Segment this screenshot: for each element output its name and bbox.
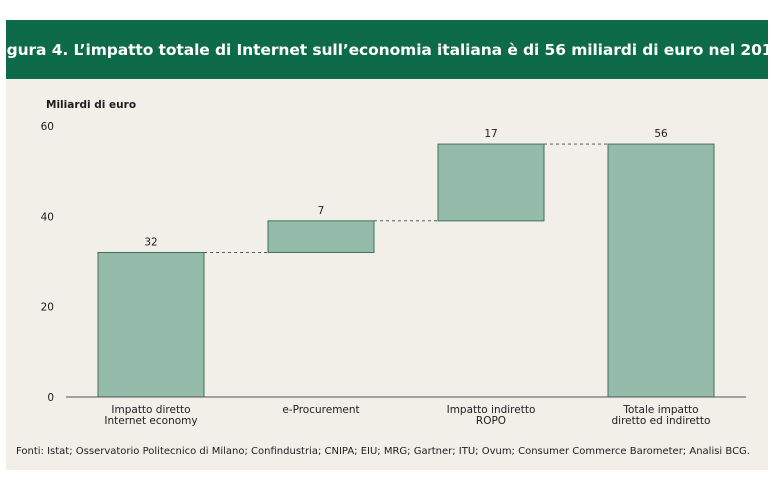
source-note: Fonti: Istat; Osservatorio Politecnico d… [16, 446, 750, 457]
value-label: 17 [484, 128, 497, 140]
waterfall-chart: Miliardi di euro 0 20 40 60 32 7 17 56 Impatto… [41, 99, 746, 427]
bars [97, 143, 715, 398]
bar [267, 220, 375, 253]
y-tick-label: 20 [41, 302, 54, 314]
figure-header: Figura 4. L’impatto totale di Internet s… [0, 20, 774, 79]
figure-title: Figura 4. L’impatto totale di Internet s… [0, 40, 774, 59]
y-tick-label: 40 [41, 211, 54, 223]
category-label: Totale impatto [622, 404, 698, 416]
category-label: diretto ed indiretto [612, 415, 711, 427]
category-label: ROPO [476, 415, 506, 427]
chart-panel: Miliardi di euro 0 20 40 60 32 7 17 56 Impatto… [6, 79, 768, 470]
category-label: Impatto indiretto [447, 404, 536, 416]
category-label: Internet economy [104, 415, 197, 427]
connector-lines [204, 143, 608, 253]
category-label: e-Procurement [282, 404, 359, 416]
y-axis-ticks: 0 20 40 60 [41, 121, 54, 404]
bar [97, 251, 205, 398]
value-label: 56 [654, 128, 668, 140]
y-tick-label: 0 [47, 392, 54, 404]
value-labels: 32 7 17 56 [144, 128, 668, 248]
value-label: 32 [144, 236, 157, 248]
category-label: Impatto diretto [111, 404, 190, 416]
y-tick-label: 60 [41, 121, 54, 133]
value-label: 7 [318, 205, 325, 217]
bar [607, 143, 715, 398]
y-axis-label: Miliardi di euro [46, 99, 136, 111]
bar [437, 143, 545, 222]
